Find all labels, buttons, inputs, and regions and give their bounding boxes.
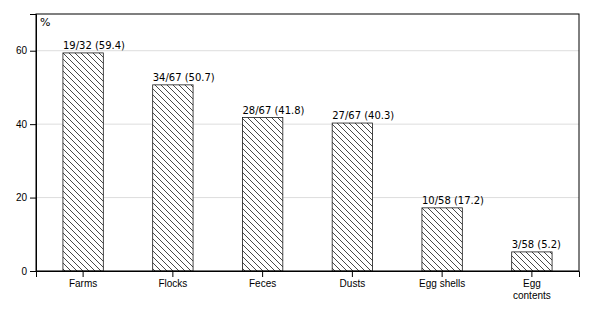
y-axis: 0 20 40 60 (16, 15, 37, 277)
x-tick: Feces (249, 271, 276, 289)
x-tick-label-line: Flocks (158, 278, 187, 289)
x-tick-label: Flocks (158, 278, 187, 289)
y-tick-label: 20 (16, 192, 28, 203)
x-tick-label-line: Egg (523, 278, 541, 289)
x-tick-label: Dusts (340, 278, 366, 289)
x-tick-mark (172, 271, 173, 277)
x-tick: Eggcontents (513, 271, 551, 301)
bars (63, 53, 552, 271)
x-tick-label: Farms (69, 278, 97, 289)
x-axis: Farms Flocks Feces Dusts Egg shells Eggconten… (37, 271, 580, 301)
y-tick: 0 (21, 266, 36, 277)
data-label: 28/67 (41.8) (242, 105, 304, 116)
y-tick-mark (30, 51, 36, 52)
data-label: 19/32 (59.4) (63, 40, 125, 51)
y-tick-mark (30, 271, 36, 272)
y-tick-label: 40 (16, 119, 28, 130)
x-tick-label-line: Feces (249, 278, 276, 289)
x-tick: Egg shells (419, 271, 465, 289)
bar (153, 85, 193, 271)
plot: 0 20 40 60 Farms Flocks Feces Dusts Egg shells Eg… (16, 14, 580, 301)
plot-frame (36, 14, 579, 271)
data-label: 34/67 (50.7) (153, 72, 215, 83)
data-labels: 19/32 (59.4) 34/67 (50.7) 28/67 (41.8) 27/6… (63, 40, 561, 250)
y-tick-mark (30, 198, 36, 199)
x-axis-line (37, 272, 580, 278)
x-tick-mark (352, 271, 353, 277)
chart: 0 20 40 60 Farms Flocks Feces Dusts Egg shells Eg… (0, 0, 591, 313)
x-tick-label: Feces (249, 278, 276, 289)
x-tick: Farms (69, 271, 97, 289)
x-tick-mark (262, 271, 263, 277)
bar (242, 118, 282, 271)
grid-line (36, 124, 579, 125)
x-tick: Dusts (340, 271, 366, 289)
grid-line (36, 197, 579, 198)
x-tick-mark (531, 271, 532, 277)
x-tick-mark (442, 271, 443, 277)
bar (422, 208, 462, 271)
x-tick-label-line: contents (513, 290, 551, 301)
grid (36, 51, 579, 271)
x-tick-label-line: Egg shells (419, 278, 465, 289)
bar (332, 123, 372, 271)
y-tick-label: 60 (16, 45, 28, 56)
data-label: 27/67 (40.3) (332, 110, 394, 121)
bar (63, 53, 103, 271)
bar (512, 252, 552, 271)
data-label: 10/58 (17.2) (422, 195, 484, 206)
x-tick-label-line: Dusts (340, 278, 366, 289)
y-tick: 20 (16, 192, 36, 203)
x-tick: Flocks (158, 271, 187, 289)
data-label: 3/58 (5.2) (512, 239, 561, 250)
y-tick: 60 (16, 45, 36, 56)
x-tick-label-line: Farms (69, 278, 97, 289)
y-tick-label: 0 (21, 266, 27, 277)
y-tick-mark (30, 124, 36, 125)
x-tick-label: Eggcontents (513, 278, 551, 301)
y-tick: 40 (16, 119, 36, 130)
y-label: % (40, 16, 50, 29)
x-tick-mark (83, 271, 84, 277)
x-tick-label: Egg shells (419, 278, 465, 289)
